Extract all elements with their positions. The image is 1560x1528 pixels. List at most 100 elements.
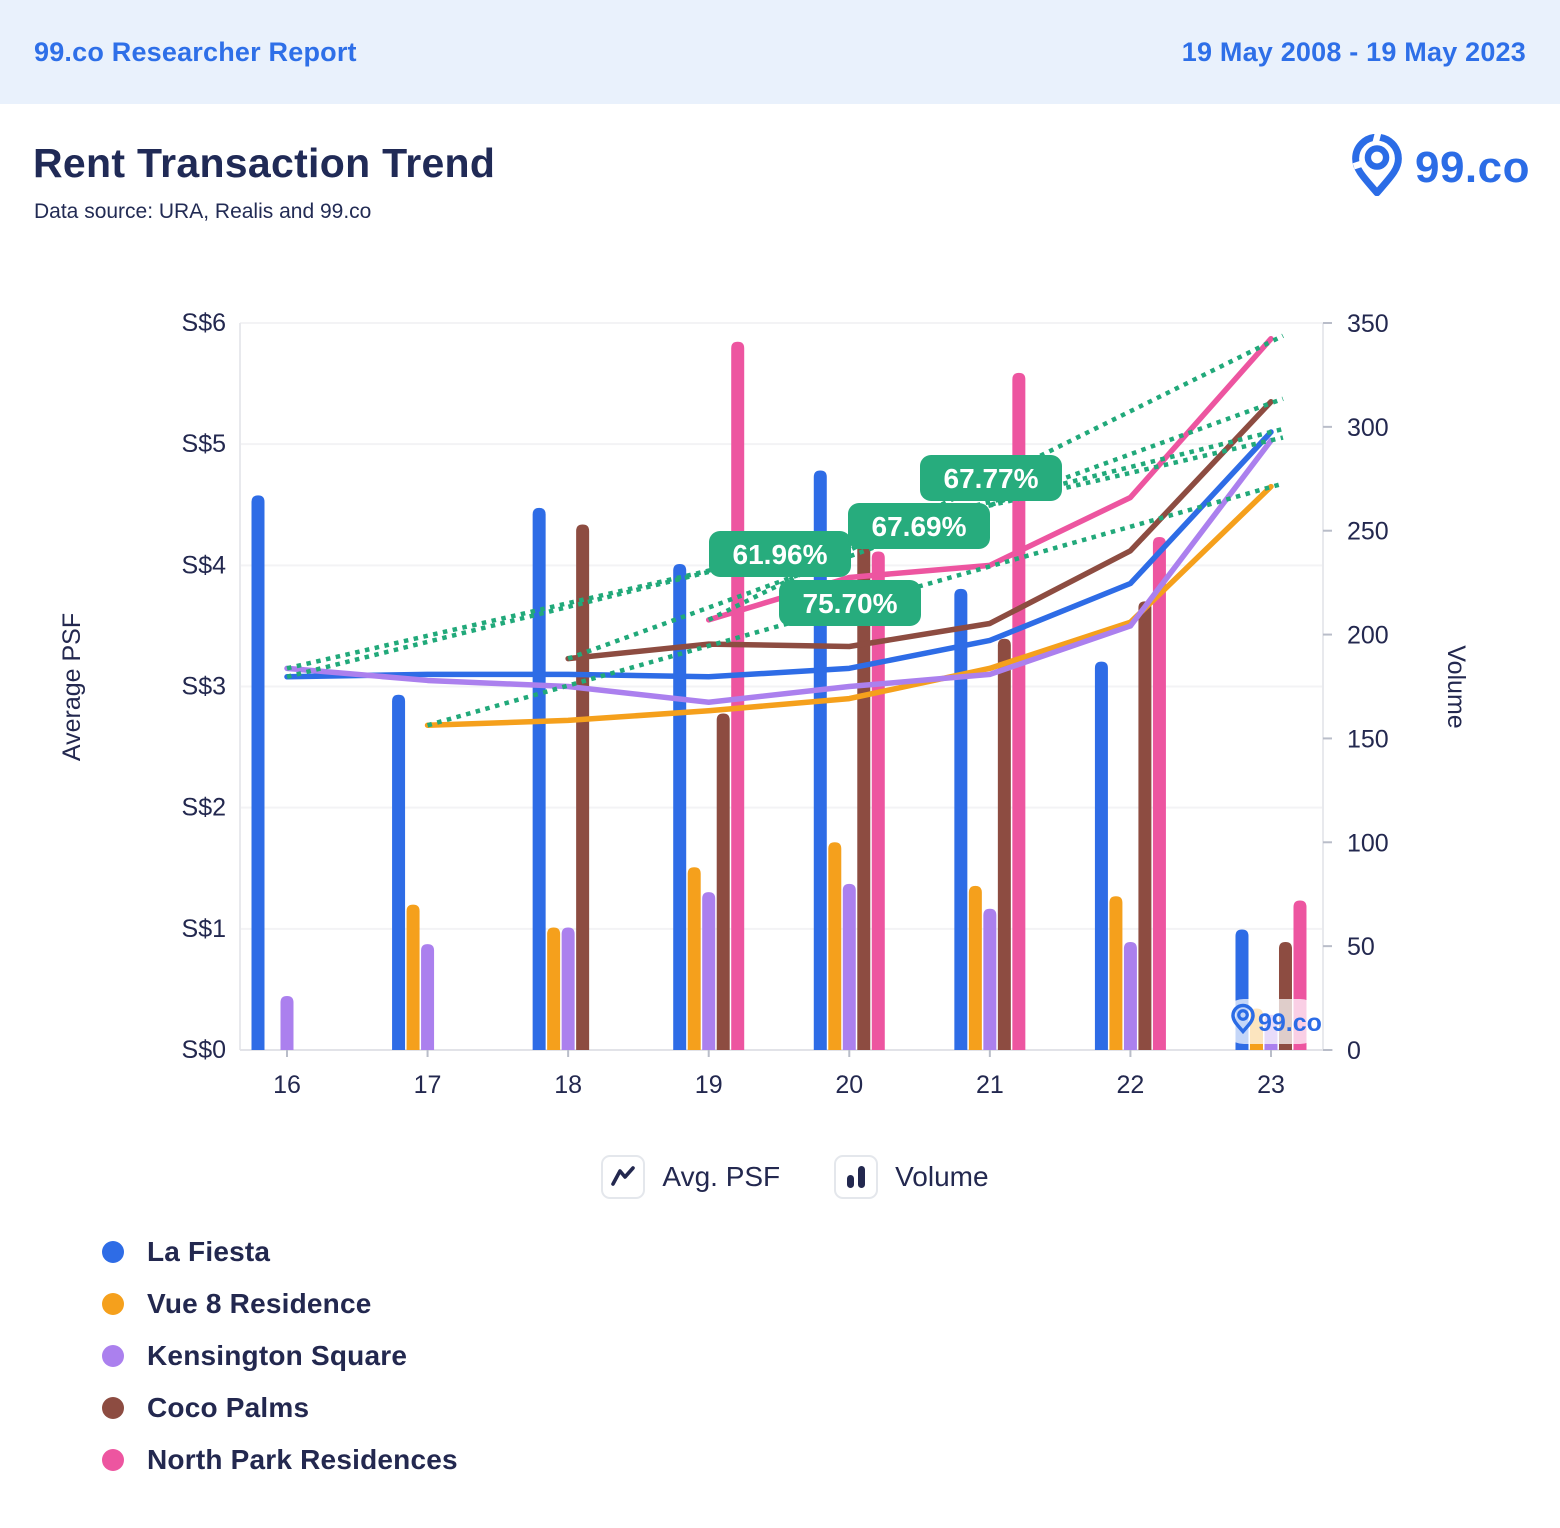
right-axis-title: Volume xyxy=(1442,645,1470,728)
x-axis-tick-label: 18 xyxy=(554,1071,582,1099)
legend-item-kensington-square[interactable]: Kensington Square xyxy=(102,1340,458,1371)
volume-bar[interactable] xyxy=(1012,372,1026,1050)
mode-label-avg-psf: Avg. PSF xyxy=(662,1161,781,1192)
trend-label: 67.77% xyxy=(920,455,1062,501)
data-source-note: Data source: URA, Realis and 99.co xyxy=(34,200,372,223)
x-axis-tick-label: 17 xyxy=(414,1071,442,1099)
chart-watermark: 99.co xyxy=(1222,999,1322,1044)
psf-line[interactable] xyxy=(284,437,1274,706)
right-axis-tick-label: 250 xyxy=(1347,518,1389,546)
volume-bar[interactable] xyxy=(280,995,294,1050)
right-axis-tick-label: 150 xyxy=(1347,725,1389,753)
svg-text:99.co: 99.co xyxy=(1258,1009,1322,1037)
volume-bar[interactable] xyxy=(968,885,982,1050)
trend-label: 67.69% xyxy=(848,503,990,549)
volume-bar[interactable] xyxy=(871,551,885,1050)
volume-bar[interactable] xyxy=(421,944,435,1050)
volume-bar[interactable] xyxy=(406,904,420,1050)
mode-label-volume: Volume xyxy=(895,1161,989,1192)
svg-text:67.69%: 67.69% xyxy=(872,511,967,542)
legend-label: Coco Palms xyxy=(147,1392,310,1423)
left-axis-tick-label: S$4 xyxy=(182,551,227,579)
volume-bar[interactable] xyxy=(702,892,716,1050)
right-axis-tick-label: 0 xyxy=(1347,1037,1361,1065)
report-title: 99.co Researcher Report xyxy=(34,36,357,67)
volume-bar[interactable] xyxy=(687,867,701,1050)
psf-line[interactable] xyxy=(284,429,1274,680)
legend-label: Kensington Square xyxy=(147,1340,408,1371)
chart-canvas: 61.96% 75.70% 67.69% 67.77% S$0 S$1 S$2 S$3 S$4 S… xyxy=(58,309,1470,1099)
volume-bar[interactable] xyxy=(1123,941,1137,1050)
x-axis-tick-label: 20 xyxy=(835,1071,863,1099)
volume-bar[interactable] xyxy=(997,638,1011,1050)
legend-dot xyxy=(102,1449,124,1471)
left-axis-tick-label: S$3 xyxy=(182,673,226,701)
mode-item-avg-psf[interactable]: Avg. PSF xyxy=(601,1155,780,1199)
x-axis-tick-label: 16 xyxy=(273,1071,301,1099)
mode-item-volume[interactable]: Volume xyxy=(834,1155,989,1199)
left-axis-tick-label: S$6 xyxy=(182,309,226,337)
legend-label: La Fiesta xyxy=(147,1236,271,1267)
right-axis-tick-label: 200 xyxy=(1347,622,1389,650)
brand-logo: 99.co xyxy=(1351,132,1530,201)
left-axis-tick-label: S$2 xyxy=(182,794,226,822)
right-axis-tick-label: 300 xyxy=(1347,414,1389,442)
x-axis-tick-label: 19 xyxy=(695,1071,723,1099)
svg-text:61.96%: 61.96% xyxy=(733,539,828,570)
volume-bar[interactable] xyxy=(1109,896,1123,1050)
legend-dot xyxy=(102,1293,124,1315)
legend-label: Vue 8 Residence xyxy=(147,1288,372,1319)
volume-bar[interactable] xyxy=(561,927,575,1050)
volume-bar[interactable] xyxy=(731,341,745,1050)
volume-bar[interactable] xyxy=(983,908,997,1050)
x-axis-tick-label: 23 xyxy=(1257,1071,1285,1099)
page-title: Rent Transaction Trend xyxy=(33,140,496,186)
right-axis-tick-label: 50 xyxy=(1347,933,1375,961)
volume-bar[interactable] xyxy=(716,713,730,1050)
volume-bar[interactable] xyxy=(392,694,406,1050)
left-axis-title: Average PSF xyxy=(58,613,86,761)
report-banner: 99.co Researcher Report 19 May 2008 - 19… xyxy=(0,0,1560,104)
volume-bar[interactable] xyxy=(547,927,561,1050)
volume-bar[interactable] xyxy=(842,883,856,1050)
legend-dot xyxy=(102,1345,124,1367)
chart-header: Rent Transaction Trend Data source: URA,… xyxy=(0,104,1560,254)
volume-bar[interactable] xyxy=(251,495,265,1051)
x-axis-tick-label: 21 xyxy=(976,1071,1004,1099)
svg-text:67.77%: 67.77% xyxy=(944,463,1039,494)
chart-mode-legend: Avg. PSF Volume xyxy=(0,1155,1560,1199)
volume-bar[interactable] xyxy=(673,563,687,1050)
volume-bar[interactable] xyxy=(828,842,842,1050)
volume-bar[interactable] xyxy=(1138,601,1152,1050)
report-date-range: 19 May 2008 - 19 May 2023 xyxy=(1181,36,1526,67)
volume-bar[interactable] xyxy=(532,507,546,1050)
map-pin-icon xyxy=(1351,132,1403,201)
trend-label: 75.70% xyxy=(779,580,921,626)
psf-line[interactable] xyxy=(565,399,1274,662)
bar-chart-icon[interactable] xyxy=(834,1155,879,1199)
volume-bar[interactable] xyxy=(857,543,871,1050)
legend-item-north-park-residences[interactable]: North Park Residences xyxy=(102,1444,458,1475)
legend-item-vue-8-residence[interactable]: Vue 8 Residence xyxy=(102,1288,458,1319)
volume-bar[interactable] xyxy=(954,588,968,1050)
left-axis-tick-label: S$1 xyxy=(182,915,226,943)
line-chart-icon[interactable] xyxy=(601,1155,646,1199)
left-axis-tick-label: S$0 xyxy=(182,1036,226,1064)
legend-label: North Park Residences xyxy=(147,1444,458,1475)
x-axis-tick-label: 22 xyxy=(1117,1071,1145,1099)
trend-label: 61.96% xyxy=(709,531,851,577)
legend-item-la-fiesta[interactable]: La Fiesta xyxy=(102,1236,458,1267)
legend-dot xyxy=(102,1397,124,1419)
legend-item-coco-palms[interactable]: Coco Palms xyxy=(102,1392,458,1423)
volume-bar[interactable] xyxy=(1152,536,1166,1050)
right-axis-tick-label: 100 xyxy=(1347,829,1389,857)
brand-wordmark: 99.co xyxy=(1414,142,1530,192)
left-axis-tick-label: S$5 xyxy=(182,430,226,458)
svg-text:75.70%: 75.70% xyxy=(803,588,898,619)
volume-bar[interactable] xyxy=(1094,661,1108,1050)
rent-transaction-chart: 61.96% 75.70% 67.69% 67.77% S$0 S$1 S$2 S$3 S$4 S… xyxy=(0,280,1560,1130)
right-axis-tick-label: 350 xyxy=(1347,310,1389,338)
legend-dot xyxy=(102,1241,124,1263)
project-legend: La Fiesta Vue 8 Residence Kensington Squar… xyxy=(102,1236,458,1475)
